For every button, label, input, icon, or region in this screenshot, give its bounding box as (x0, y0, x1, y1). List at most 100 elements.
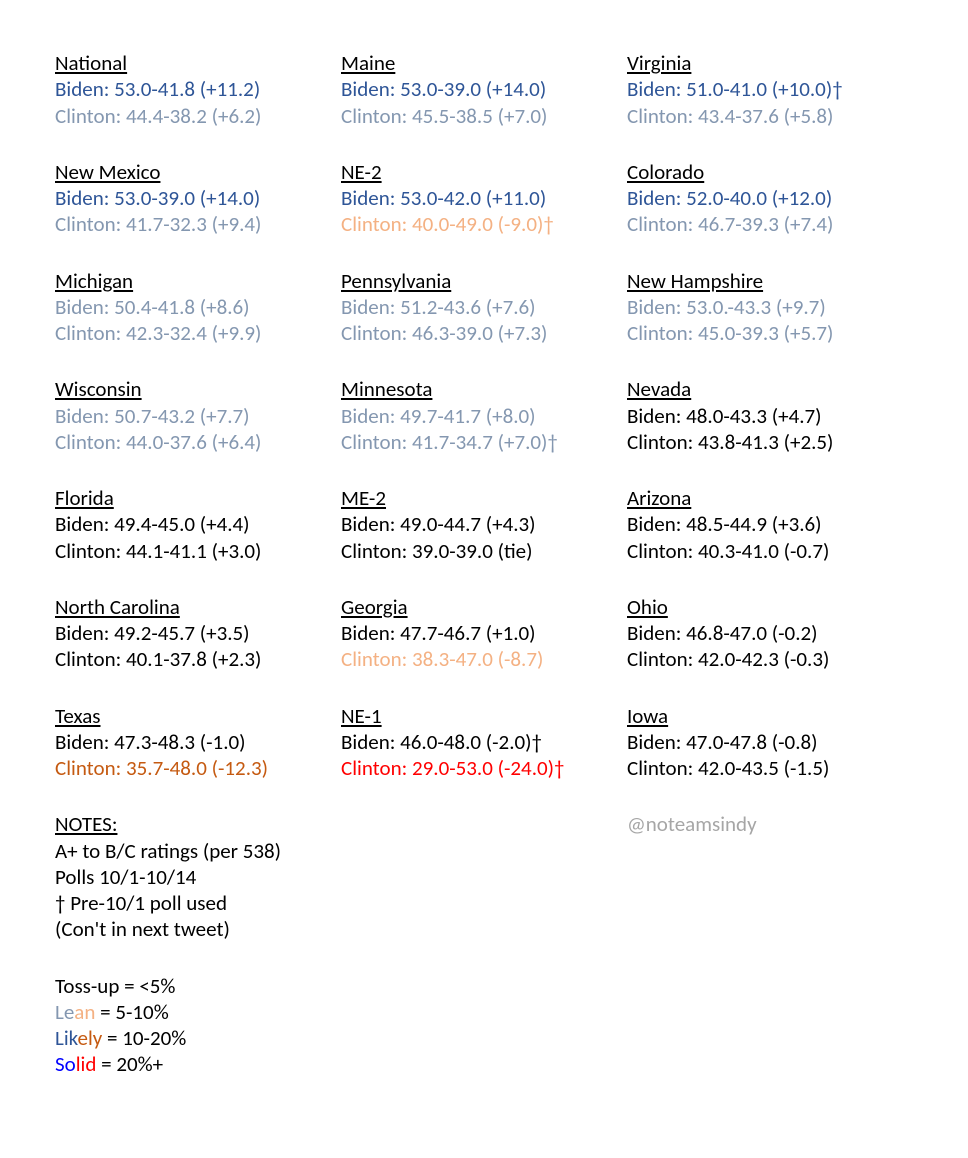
poll-entry: New HampshireBiden: 53.0.-43.3 (+9.7)Cli… (627, 268, 913, 347)
poll-entry: VirginiaBiden: 51.0-41.0 (+10.0)†Clinton… (627, 50, 913, 129)
clinton-line: Clinton: 35.7-48.0 (-12.3) (55, 755, 341, 781)
biden-line: Biden: 50.7-43.2 (+7.7) (55, 403, 341, 429)
biden-line: Biden: 46.8-47.0 (-0.2) (627, 620, 913, 646)
clinton-line: Clinton: 42.0-42.3 (-0.3) (627, 646, 913, 672)
biden-line: Biden: 47.3-48.3 (-1.0) (55, 729, 341, 755)
state-name: North Carolina (55, 594, 341, 620)
notes-header: NOTES: (55, 811, 341, 837)
biden-line: Biden: 49.7-41.7 (+8.0) (341, 403, 627, 429)
clinton-line: Clinton: 41.7-32.3 (+9.4) (55, 211, 341, 237)
state-name: Maine (341, 50, 627, 76)
poll-entry: MinnesotaBiden: 49.7-41.7 (+8.0)Clinton:… (341, 376, 627, 455)
state-name: Michigan (55, 268, 341, 294)
biden-line: Biden: 52.0-40.0 (+12.0) (627, 185, 913, 211)
state-name: Florida (55, 485, 341, 511)
poll-entry: NationalBiden: 53.0-41.8 (+11.2)Clinton:… (55, 50, 341, 129)
notes-line: Polls 10/1-10/14 (55, 864, 341, 890)
clinton-line: Clinton: 45.0-39.3 (+5.7) (627, 320, 913, 346)
poll-entry: New MexicoBiden: 53.0-39.0 (+14.0)Clinto… (55, 159, 341, 238)
clinton-line: Clinton: 43.8-41.3 (+2.5) (627, 429, 913, 455)
poll-entry: NE-2Biden: 53.0-42.0 (+11.0)Clinton: 40.… (341, 159, 627, 238)
clinton-line: Clinton: 38.3-47.0 (-8.7) (341, 646, 627, 672)
biden-line: Biden: 48.5-44.9 (+3.6) (627, 511, 913, 537)
clinton-line: Clinton: 45.5-38.5 (+7.0) (341, 103, 627, 129)
clinton-line: Clinton: 44.1-41.1 (+3.0) (55, 538, 341, 564)
poll-entry: WisconsinBiden: 50.7-43.2 (+7.7)Clinton:… (55, 376, 341, 455)
poll-entry: IowaBiden: 47.0-47.8 (-0.8)Clinton: 42.0… (627, 703, 913, 782)
notes-block: NOTES:A+ to B/C ratings (per 538)Polls 1… (55, 811, 341, 942)
clinton-line: Clinton: 41.7-34.7 (+7.0)† (341, 429, 627, 455)
state-name: New Mexico (55, 159, 341, 185)
clinton-line: Clinton: 42.0-43.5 (-1.5) (627, 755, 913, 781)
legend-lean: Lean = 5-10% (55, 999, 341, 1025)
poll-entry: FloridaBiden: 49.4-45.0 (+4.4)Clinton: 4… (55, 485, 341, 564)
biden-line: Biden: 47.7-46.7 (+1.0) (341, 620, 627, 646)
biden-line: Biden: 48.0-43.3 (+4.7) (627, 403, 913, 429)
twitter-handle: @noteamsindy (627, 811, 913, 837)
poll-entry: OhioBiden: 46.8-47.0 (-0.2)Clinton: 42.0… (627, 594, 913, 673)
state-name: Texas (55, 703, 341, 729)
state-name: Wisconsin (55, 376, 341, 402)
poll-entry: ME-2Biden: 49.0-44.7 (+4.3)Clinton: 39.0… (341, 485, 627, 564)
poll-columns: NationalBiden: 53.0-41.8 (+11.2)Clinton:… (55, 50, 913, 1108)
clinton-line: Clinton: 46.7-39.3 (+7.4) (627, 211, 913, 237)
biden-line: Biden: 51.0-41.0 (+10.0)† (627, 76, 913, 102)
poll-entry: NevadaBiden: 48.0-43.3 (+4.7)Clinton: 43… (627, 376, 913, 455)
state-name: ME-2 (341, 485, 627, 511)
state-name: Colorado (627, 159, 913, 185)
biden-line: Biden: 50.4-41.8 (+8.6) (55, 294, 341, 320)
clinton-line: Clinton: 46.3-39.0 (+7.3) (341, 320, 627, 346)
poll-entry: TexasBiden: 47.3-48.3 (-1.0)Clinton: 35.… (55, 703, 341, 782)
legend-tossup: Toss-up = <5% (55, 973, 341, 999)
clinton-line: Clinton: 44.0-37.6 (+6.4) (55, 429, 341, 455)
notes-line: A+ to B/C ratings (per 538) (55, 838, 341, 864)
biden-line: Biden: 53.0-39.0 (+14.0) (341, 76, 627, 102)
notes-line: (Con't in next tweet) (55, 916, 341, 942)
biden-line: Biden: 53.0-42.0 (+11.0) (341, 185, 627, 211)
state-name: NE-1 (341, 703, 627, 729)
biden-line: Biden: 49.2-45.7 (+3.5) (55, 620, 341, 646)
biden-line: Biden: 46.0-48.0 (-2.0)† (341, 729, 627, 755)
poll-entry: NE-1Biden: 46.0-48.0 (-2.0)†Clinton: 29.… (341, 703, 627, 782)
legend-block: Toss-up = <5%Lean = 5-10%Likely = 10-20%… (55, 973, 341, 1078)
state-name: New Hampshire (627, 268, 913, 294)
poll-entry: ColoradoBiden: 52.0-40.0 (+12.0)Clinton:… (627, 159, 913, 238)
poll-entry: GeorgiaBiden: 47.7-46.7 (+1.0)Clinton: 3… (341, 594, 627, 673)
clinton-line: Clinton: 40.3-41.0 (-0.7) (627, 538, 913, 564)
column-1: NationalBiden: 53.0-41.8 (+11.2)Clinton:… (55, 50, 341, 1108)
clinton-line: Clinton: 43.4-37.6 (+5.8) (627, 103, 913, 129)
state-name: NE-2 (341, 159, 627, 185)
state-name: Virginia (627, 50, 913, 76)
legend-likely: Likely = 10-20% (55, 1025, 341, 1051)
biden-line: Biden: 47.0-47.8 (-0.8) (627, 729, 913, 755)
clinton-line: Clinton: 29.0-53.0 (-24.0)† (341, 755, 627, 781)
poll-entry: MaineBiden: 53.0-39.0 (+14.0)Clinton: 45… (341, 50, 627, 129)
clinton-line: Clinton: 39.0-39.0 (tie) (341, 538, 627, 564)
column-2: MaineBiden: 53.0-39.0 (+14.0)Clinton: 45… (341, 50, 627, 1108)
state-name: Nevada (627, 376, 913, 402)
poll-entry: PennsylvaniaBiden: 51.2-43.6 (+7.6)Clint… (341, 268, 627, 347)
state-name: Pennsylvania (341, 268, 627, 294)
state-name: Ohio (627, 594, 913, 620)
biden-line: Biden: 49.0-44.7 (+4.3) (341, 511, 627, 537)
poll-entry: MichiganBiden: 50.4-41.8 (+8.6)Clinton: … (55, 268, 341, 347)
clinton-line: Clinton: 40.1-37.8 (+2.3) (55, 646, 341, 672)
biden-line: Biden: 53.0.-43.3 (+9.7) (627, 294, 913, 320)
state-name: Minnesota (341, 376, 627, 402)
clinton-line: Clinton: 42.3-32.4 (+9.9) (55, 320, 341, 346)
biden-line: Biden: 53.0-39.0 (+14.0) (55, 185, 341, 211)
state-name: Arizona (627, 485, 913, 511)
state-name: Georgia (341, 594, 627, 620)
state-name: National (55, 50, 341, 76)
clinton-line: Clinton: 40.0-49.0 (-9.0)† (341, 211, 627, 237)
state-name: Iowa (627, 703, 913, 729)
poll-entry: North CarolinaBiden: 49.2-45.7 (+3.5)Cli… (55, 594, 341, 673)
biden-line: Biden: 49.4-45.0 (+4.4) (55, 511, 341, 537)
biden-line: Biden: 53.0-41.8 (+11.2) (55, 76, 341, 102)
column-3: VirginiaBiden: 51.0-41.0 (+10.0)†Clinton… (627, 50, 913, 1108)
clinton-line: Clinton: 44.4-38.2 (+6.2) (55, 103, 341, 129)
biden-line: Biden: 51.2-43.6 (+7.6) (341, 294, 627, 320)
legend-solid: Solid = 20%+ (55, 1051, 341, 1077)
poll-entry: ArizonaBiden: 48.5-44.9 (+3.6)Clinton: 4… (627, 485, 913, 564)
notes-line: † Pre-10/1 poll used (55, 890, 341, 916)
